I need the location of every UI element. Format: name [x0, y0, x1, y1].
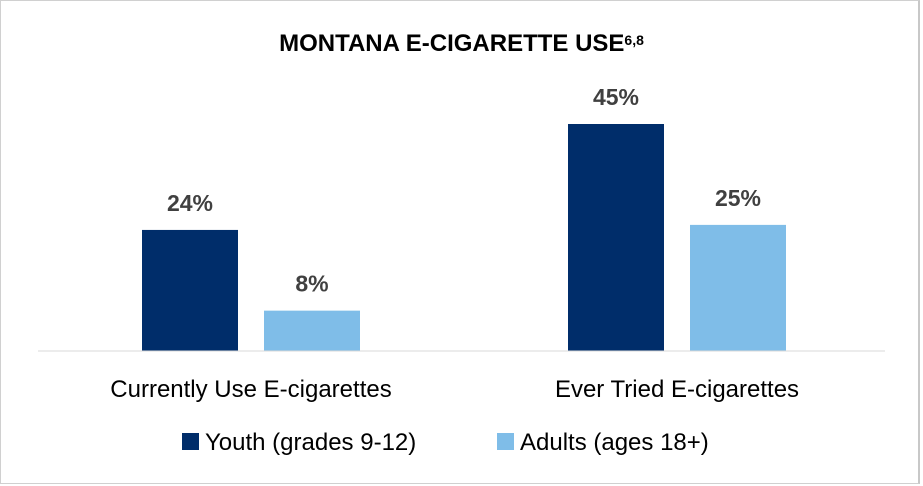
category-label-0: Currently Use E-cigarettes — [110, 376, 391, 403]
bars-layer — [142, 124, 786, 351]
legend-item-1: Adults (ages 18+) — [497, 429, 709, 456]
data-label-0-1: 8% — [295, 271, 328, 297]
legend-label-1: Adults (ages 18+) — [520, 429, 709, 456]
data-label-1-0: 45% — [593, 84, 639, 110]
chart-title-superscript: 6,8 — [624, 32, 644, 48]
data-label-0-0: 24% — [167, 190, 213, 216]
data-label-1-1: 25% — [715, 185, 761, 211]
legend-item-0: Youth (grades 9-12) — [182, 429, 416, 456]
bar-0-0 — [142, 229, 238, 351]
labels-layer: 24% 8% Currently Use E-cigarettes 45% 25% Eve… — [110, 84, 799, 403]
chart-title: MONTANA E-CIGARETTE USE6,8 — [0, 30, 923, 58]
bar-1-1 — [690, 224, 786, 351]
legend-swatch-0 — [182, 433, 199, 450]
chart-title-text: MONTANA E-CIGARETTE USE — [279, 30, 625, 57]
category-label-1: Ever Tried E-cigarettes — [555, 376, 799, 403]
legend-label-0: Youth (grades 9-12) — [205, 429, 416, 456]
bar-0-1 — [264, 310, 360, 351]
bar-1-0 — [568, 124, 664, 351]
legend-swatch-1 — [497, 433, 514, 450]
legend: Youth (grades 9-12) Adults (ages 18+) — [182, 429, 709, 456]
